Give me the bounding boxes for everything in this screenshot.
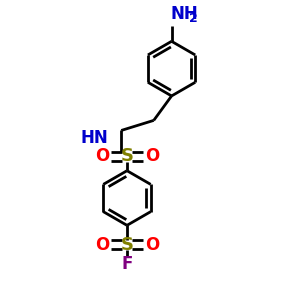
Text: O: O [145,236,159,254]
Text: O: O [95,147,109,165]
Text: O: O [95,236,109,254]
Text: F: F [121,255,133,273]
Text: S: S [121,236,134,254]
Text: O: O [145,147,159,165]
Text: NH: NH [170,5,198,23]
Text: 2: 2 [189,12,198,25]
Text: S: S [121,147,134,165]
Text: HN: HN [81,129,108,147]
